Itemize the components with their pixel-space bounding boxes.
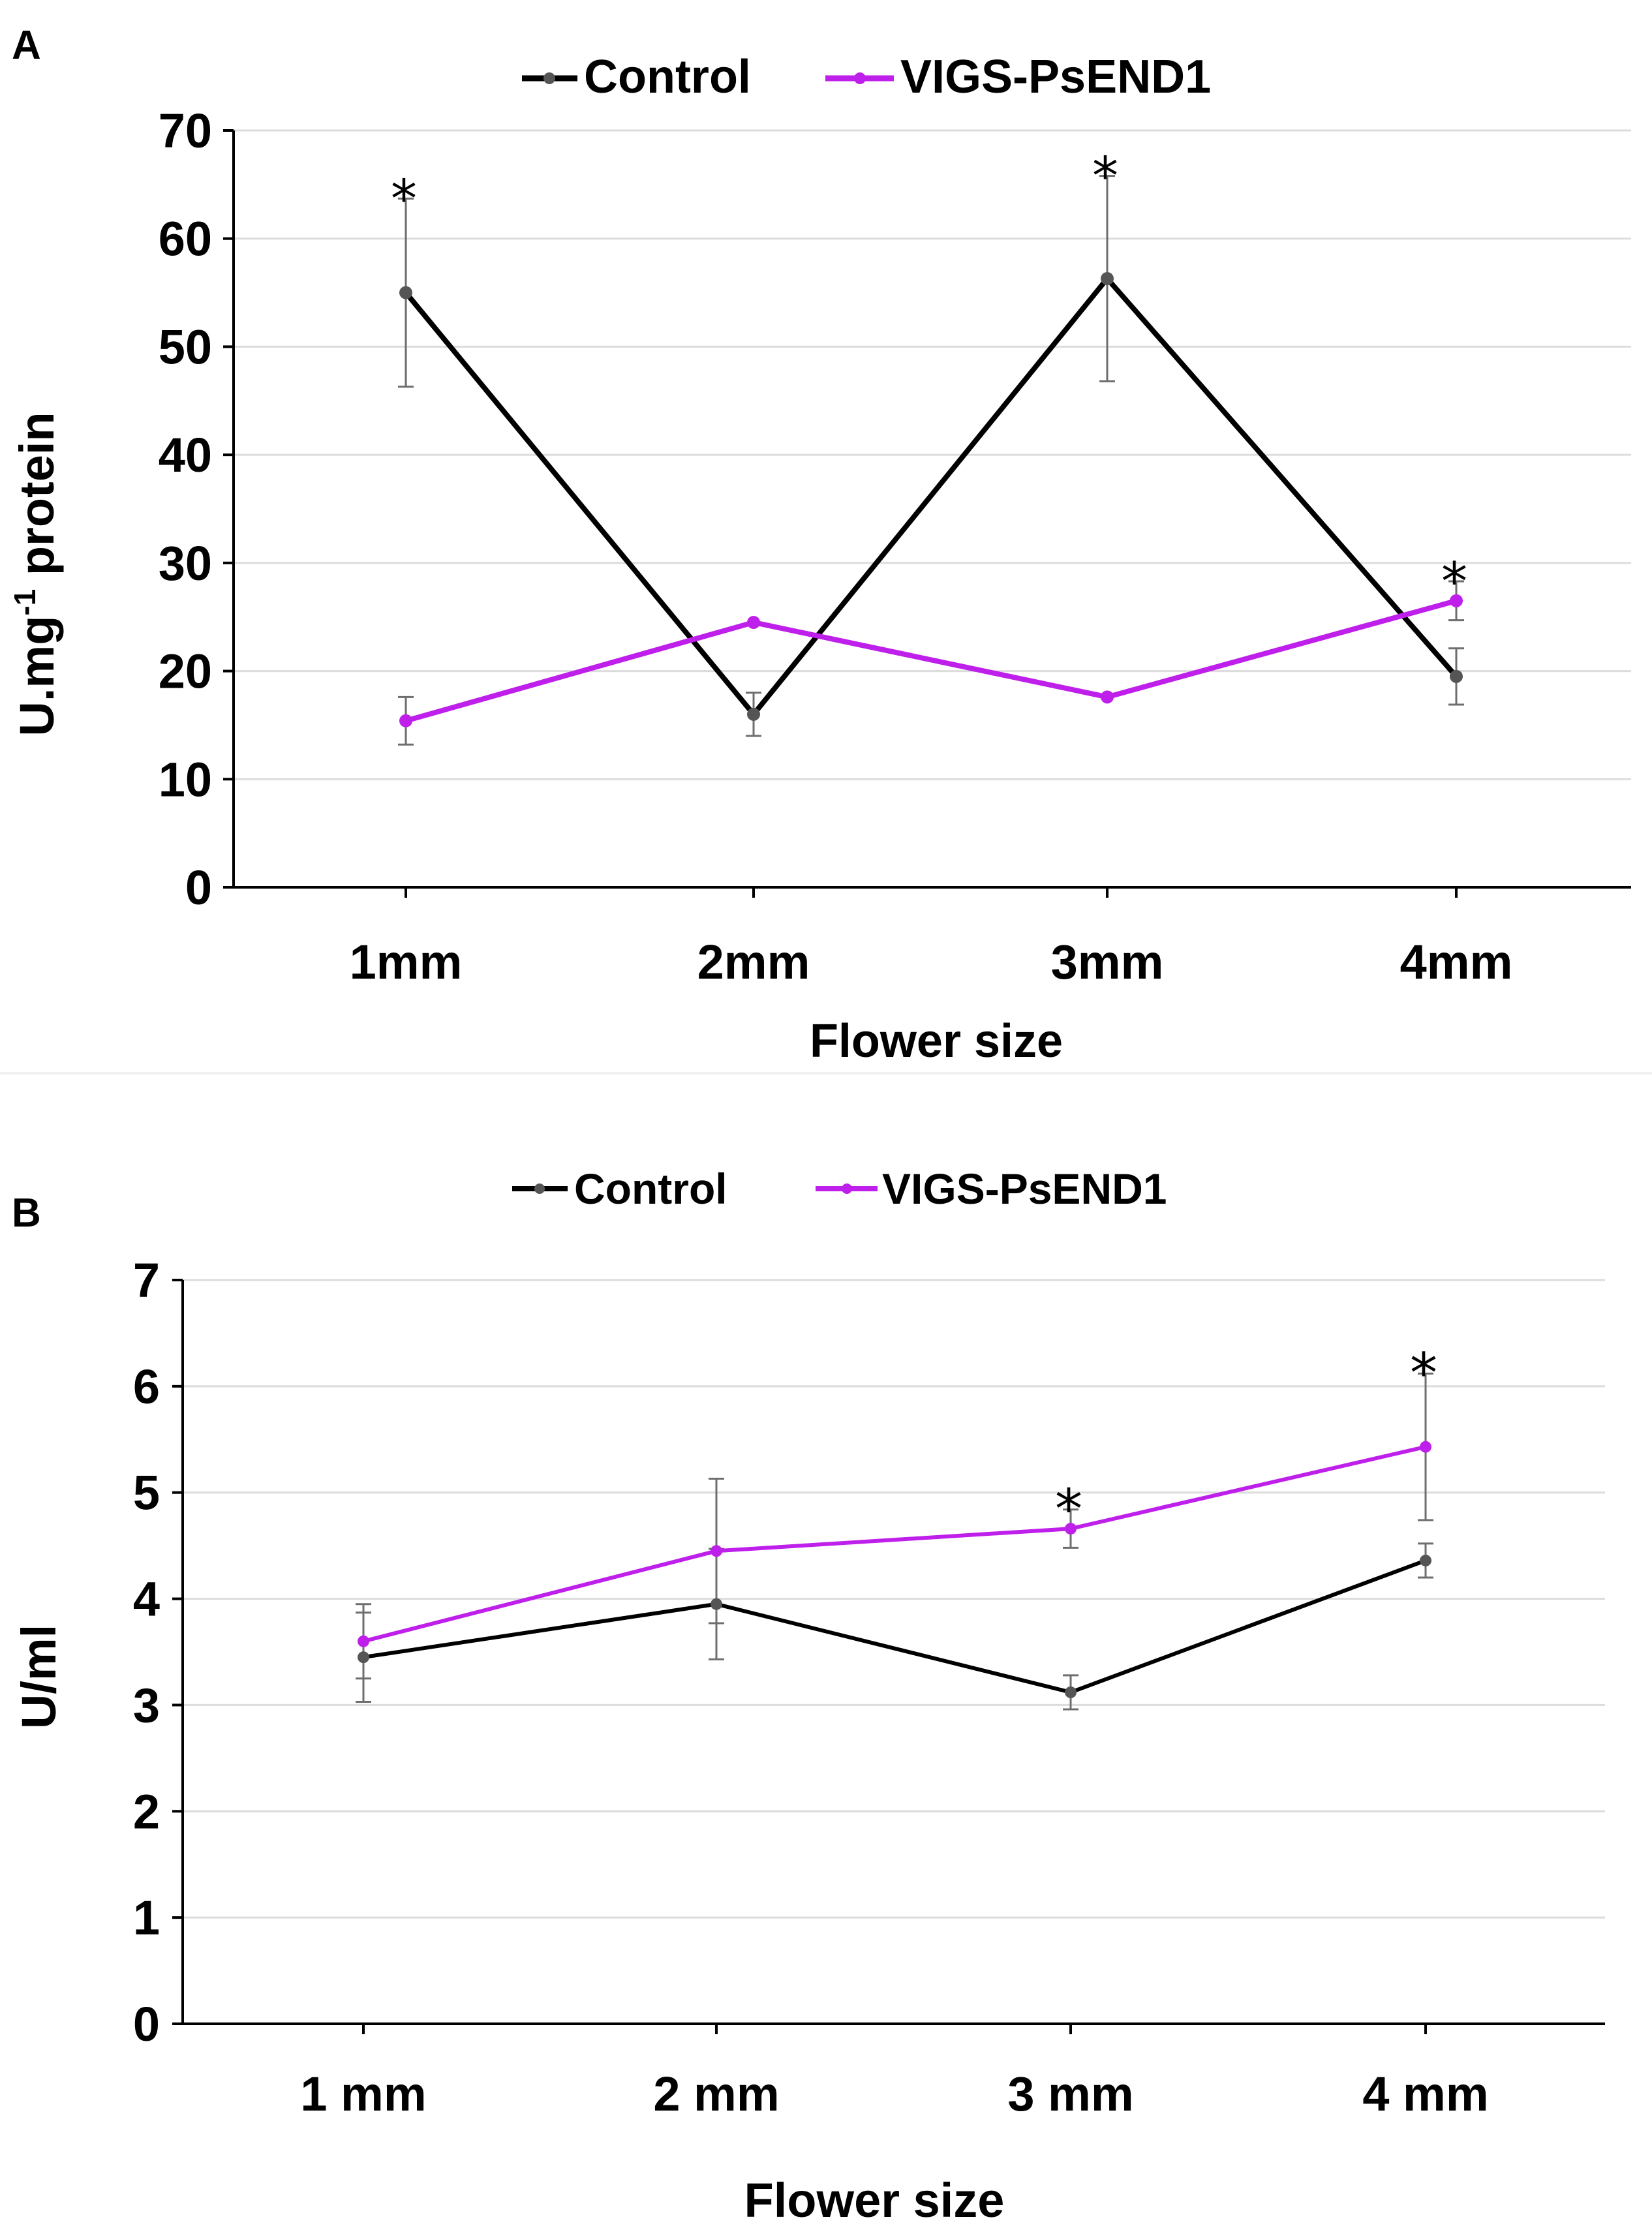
chart-b-x-tick-label: 3 mm (1007, 2067, 1133, 2121)
chart-b-control-line (363, 1559, 1427, 1695)
chart-a-control-point (747, 707, 760, 721)
chart-a: 0 10 20 30 40 50 60 70 1mm 2mm 3mm 4mm * * * (159, 104, 1631, 989)
panel-a-y-axis-title-tail: protein (10, 412, 64, 588)
chart-b-x-tick-label: 2 mm (653, 2067, 779, 2121)
chart-a-x-tick-label: 4mm (1400, 935, 1513, 989)
chart-a-x-tick-label: 1mm (350, 935, 463, 989)
chart-a-significance-star: * (1092, 146, 1118, 207)
chart-a-y-tick-label: 0 (185, 861, 212, 915)
chart-a-vigs-point (1450, 594, 1463, 607)
chart-b-y-tick-label: 5 (133, 1466, 160, 1520)
chart-a-control-line (403, 274, 1459, 719)
chart-b-vigs-point (711, 1545, 722, 1557)
chart-a-vigs-point (747, 616, 760, 629)
chart-a-vigs-point (399, 714, 412, 727)
chart-b-control-point (1420, 1554, 1431, 1566)
chart-b-x-tick-label: 1 mm (300, 2067, 426, 2121)
chart-a-significance-star: * (1441, 551, 1467, 612)
panel-a-letter: A (12, 23, 41, 68)
panel-a-y-axis-title-superscript: -1 (8, 589, 42, 616)
chart-a-y-tick-label: 70 (159, 104, 212, 158)
chart-b-vigs-point (358, 1635, 369, 1647)
chart-b-control-point (358, 1651, 369, 1664)
chart-a-y-tick-label: 40 (159, 428, 212, 482)
legend-a: Control VIGS-PsEND1 (522, 51, 1211, 103)
panel-b-y-axis-title: U/ml (12, 1625, 66, 1729)
chart-b-y-tick-label: 0 (133, 1997, 160, 2051)
chart-b-significance-star: * (1410, 1341, 1437, 1405)
legend-b: Control VIGS-PsEND1 (512, 1165, 1167, 1213)
chart-b-control-point (1065, 1686, 1077, 1698)
chart-b-y-tick-label: 7 (133, 1253, 160, 1307)
chart-a-control-point (399, 286, 412, 299)
chart-b: 0 1 2 3 4 5 6 7 1 mm 2 mm 3 mm 4 mm * * (133, 1253, 1605, 2121)
chart-a-y-tick-label: 60 (159, 212, 212, 266)
legend-b-vigs-marker (842, 1183, 852, 1194)
chart-b-y-tick-label: 2 (133, 1784, 160, 1839)
chart-b-control-point (711, 1598, 722, 1610)
panel-a-x-axis-title: Flower size (810, 1015, 1063, 1067)
chart-a-vigs-point (1101, 690, 1114, 704)
chart-b-y-tick-label: 3 (133, 1678, 160, 1732)
legend-a-control-marker (543, 72, 555, 84)
chart-b-vigs-point (1420, 1441, 1431, 1453)
chart-b-y-tick-label: 1 (133, 1891, 160, 1945)
chart-b-y-tick-label: 6 (133, 1360, 160, 1414)
chart-a-y-tick-label: 20 (159, 645, 212, 699)
legend-b-vigs-label: VIGS-PsEND1 (882, 1165, 1167, 1213)
panel-a-y-axis-title-main: U.mg (10, 616, 64, 737)
legend-a-vigs-label: VIGS-PsEND1 (900, 51, 1211, 103)
chart-a-y-tick-label: 50 (159, 320, 212, 374)
chart-a-x-tick-label: 2mm (697, 935, 810, 989)
chart-a-vigs-line (405, 598, 1458, 724)
chart-a-control-point (1450, 669, 1463, 683)
panel-b-letter: B (12, 1191, 41, 1236)
chart-a-x-tick-label: 3mm (1051, 935, 1164, 989)
chart-b-significance-star: * (1055, 1477, 1082, 1541)
legend-a-control-label: Control (584, 51, 751, 103)
panel-b-x-axis-title: Flower size (744, 2173, 1005, 2227)
legend-b-control-marker (534, 1183, 545, 1194)
chart-b-vigs-line (363, 1444, 1426, 1643)
chart-b-y-tick-label: 4 (133, 1572, 160, 1626)
legend-a-vigs-marker (854, 72, 866, 84)
chart-a-y-tick-label: 10 (159, 752, 212, 806)
legend-b-control-label: Control (574, 1165, 727, 1213)
chart-a-control-point (1101, 272, 1114, 286)
chart-a-y-tick-label: 30 (159, 536, 212, 590)
chart-a-significance-star: * (391, 168, 417, 229)
chart-b-vigs-point (1065, 1523, 1077, 1535)
panel-a-y-axis-title: U.mg-1 protein (8, 412, 64, 736)
chart-b-x-tick-label: 4 mm (1362, 2067, 1488, 2121)
